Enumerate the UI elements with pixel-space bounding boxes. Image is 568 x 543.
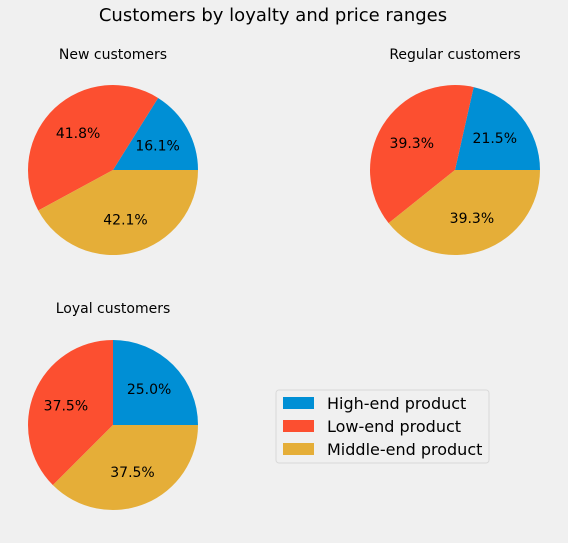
- legend-label-middle-end: Middle-end product: [327, 440, 482, 459]
- legend-label-low-end: Low-end product: [327, 417, 461, 436]
- pie-regular-customers: Regular customers 21.5% 39.3% 39.3%: [370, 47, 540, 255]
- pie-title-regular-customers: Regular customers: [389, 47, 520, 63]
- pie-slice-loyal-customers-low-end: [28, 340, 113, 486]
- legend: High-end product Low-end product Middle-…: [275, 389, 490, 464]
- pie-label-regular-customers-low-end: 39.3%: [390, 136, 434, 152]
- pie-label-new-customers-middle-end: 42.1%: [103, 212, 147, 228]
- pie-slice-regular-customers-high-end: [455, 87, 540, 170]
- pie-slice-new-customers-middle-end: [38, 170, 199, 255]
- pie-slice-new-customers-low-end: [28, 85, 159, 211]
- legend-label-high-end: High-end product: [327, 394, 466, 413]
- legend-swatch-middle-end: [283, 443, 314, 455]
- pie-label-loyal-customers-high-end: 25.0%: [127, 382, 171, 398]
- pie-label-loyal-customers-low-end: 37.5%: [44, 399, 88, 415]
- pie-slice-loyal-customers-middle-end: [52, 425, 199, 510]
- pie-new-customers: New customers 16.1% 41.8% 42.1%: [28, 47, 199, 255]
- legend-swatch-high-end: [283, 397, 314, 409]
- chart-title: Customers by loyalty and price ranges: [99, 5, 447, 26]
- pie-slice-regular-customers-low-end: [370, 84, 474, 224]
- pie-slice-new-customers-high-end: [113, 97, 198, 170]
- pie-slice-regular-customers-middle-end: [388, 170, 540, 255]
- pie-label-new-customers-high-end: 16.1%: [135, 138, 179, 154]
- pie-label-regular-customers-middle-end: 39.3%: [450, 211, 494, 227]
- pie-title-new-customers: New customers: [59, 47, 167, 63]
- legend-swatch-low-end: [283, 420, 314, 432]
- pie-title-loyal-customers: Loyal customers: [56, 301, 171, 317]
- legend-frame: [275, 389, 490, 464]
- pie-label-loyal-customers-middle-end: 37.5%: [110, 465, 154, 481]
- pie-slice-loyal-customers-high-end: [113, 340, 198, 425]
- pie-label-regular-customers-high-end: 21.5%: [473, 131, 517, 147]
- pie-label-new-customers-low-end: 41.8%: [56, 126, 100, 142]
- pie-loyal-customers: Loyal customers 25.0% 37.5% 37.5%: [28, 301, 199, 510]
